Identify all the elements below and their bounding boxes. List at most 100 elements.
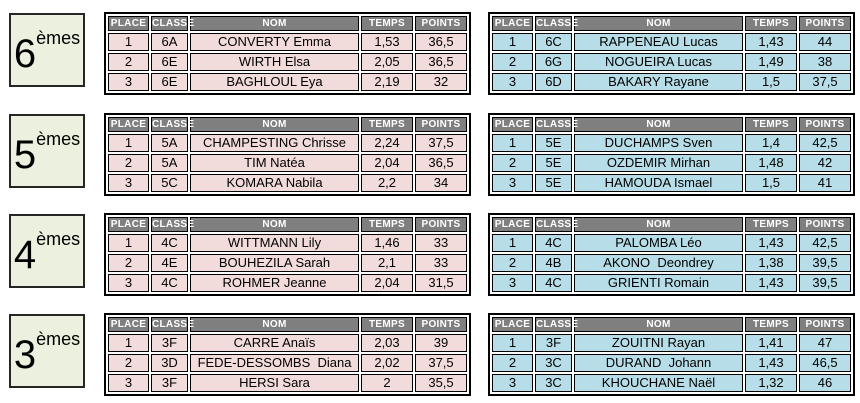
name-cell: OZDEMIR Mirhan <box>574 154 743 172</box>
points-cell: 42,5 <box>799 234 851 252</box>
section-3emes: 3 èmes PLACE CLASSE NOM TEMPS POINTS 1 3F CARRE … <box>0 313 860 396</box>
column-header-place: PLACE <box>108 317 149 332</box>
name-cell: BAKARY Rayane <box>574 73 743 91</box>
column-header-nom: NOM <box>574 217 743 232</box>
table-3emes-left: PLACE CLASSE NOM TEMPS POINTS 1 3F CARRE Anaïs 2… <box>104 313 471 396</box>
points-cell: 44 <box>799 33 851 51</box>
class-cell: 4E <box>151 254 188 272</box>
points-cell: 39,5 <box>799 274 851 292</box>
time-cell: 2,2 <box>361 174 413 192</box>
class-cell: 4C <box>535 234 572 252</box>
column-header-nom: NOM <box>574 317 743 332</box>
table-row: 1 3F CARRE Anaïs 2,03 39 <box>108 334 467 352</box>
column-header-points: POINTS <box>415 16 467 31</box>
table-row: 3 3C KHOUCHANE Naël 1,32 46 <box>492 374 851 392</box>
time-cell: 2,05 <box>361 53 413 71</box>
table-6emes-right: PLACE CLASSE NOM TEMPS POINTS 1 6C RAPPENEAU Lu… <box>488 12 855 95</box>
column-header-place: PLACE <box>492 217 533 232</box>
column-header-points: POINTS <box>799 217 851 232</box>
points-cell: 31,5 <box>415 274 467 292</box>
name-cell: ROHMER Jeanne <box>190 274 359 292</box>
class-cell: 3C <box>535 354 572 372</box>
level-suffix: èmes <box>36 129 81 149</box>
points-cell: 42,5 <box>799 134 851 152</box>
header-row: PLACE CLASSE NOM TEMPS POINTS <box>108 217 467 232</box>
class-cell: 5E <box>535 134 572 152</box>
time-cell: 2,02 <box>361 354 413 372</box>
level-label-6emes: 6 èmes <box>9 13 85 87</box>
points-cell: 33 <box>415 234 467 252</box>
level-suffix: èmes <box>36 329 81 349</box>
column-header-classe: CLASSE <box>535 117 579 132</box>
column-header-temps: TEMPS <box>361 16 413 31</box>
name-cell: RAPPENEAU Lucas <box>574 33 743 51</box>
class-cell: 5E <box>535 154 572 172</box>
name-cell: DURAND Johann <box>574 354 743 372</box>
place-cell: 3 <box>492 374 533 392</box>
time-cell: 1,48 <box>745 154 797 172</box>
table-4emes-left: PLACE CLASSE NOM TEMPS POINTS 1 4C WITTMANN Lil… <box>104 213 471 296</box>
points-cell: 47 <box>799 334 851 352</box>
class-cell: 6D <box>535 73 572 91</box>
place-cell: 1 <box>108 334 149 352</box>
place-cell: 3 <box>108 73 149 91</box>
points-cell: 46,5 <box>799 354 851 372</box>
place-cell: 3 <box>108 174 149 192</box>
points-cell: 37,5 <box>415 134 467 152</box>
level-label-3emes: 3 èmes <box>9 314 85 388</box>
table-5emes-right: PLACE CLASSE NOM TEMPS POINTS 1 5E DUCHAMPS Sve… <box>488 113 855 196</box>
class-cell: 4C <box>151 234 188 252</box>
place-cell: 2 <box>108 53 149 71</box>
column-header-classe: CLASSE <box>535 16 579 31</box>
column-header-points: POINTS <box>799 16 851 31</box>
time-cell: 1,43 <box>745 274 797 292</box>
time-cell: 2 <box>361 374 413 392</box>
name-cell: AKONO Deondrey <box>574 254 743 272</box>
points-cell: 37,5 <box>415 354 467 372</box>
class-cell: 5E <box>535 174 572 192</box>
points-cell: 36,5 <box>415 154 467 172</box>
points-cell: 46 <box>799 374 851 392</box>
place-cell: 2 <box>108 154 149 172</box>
column-header-place: PLACE <box>108 16 149 31</box>
column-header-nom: NOM <box>574 16 743 31</box>
time-cell: 1,43 <box>745 234 797 252</box>
class-cell: 4C <box>151 274 188 292</box>
table-row: 2 3D FEDE-DESSOMBS Diana 2,02 37,5 <box>108 354 467 372</box>
table-row: 3 6E BAGHLOUL Eya 2,19 32 <box>108 73 467 91</box>
table-row: 1 6C RAPPENEAU Lucas 1,43 44 <box>492 33 851 51</box>
column-header-points: POINTS <box>415 317 467 332</box>
table-row: 3 5C KOMARA Nabila 2,2 34 <box>108 174 467 192</box>
class-cell: 6C <box>535 33 572 51</box>
table-3emes-right: PLACE CLASSE NOM TEMPS POINTS 1 3F ZOUITNI Raya… <box>488 313 855 396</box>
table-row: 3 4C GRIENTI Romain 1,43 39,5 <box>492 274 851 292</box>
table-row: 2 5A TIM Natéa 2,04 36,5 <box>108 154 467 172</box>
time-cell: 1,49 <box>745 53 797 71</box>
table-5emes-left: PLACE CLASSE NOM TEMPS POINTS 1 5A CHAMPESTING … <box>104 113 471 196</box>
level-number: 3 <box>13 333 37 377</box>
header-row: PLACE CLASSE NOM TEMPS POINTS <box>492 217 851 232</box>
table-row: 3 3F HERSI Sara 2 35,5 <box>108 374 467 392</box>
column-header-points: POINTS <box>415 117 467 132</box>
time-cell: 1,46 <box>361 234 413 252</box>
name-cell: KOMARA Nabila <box>190 174 359 192</box>
column-header-nom: NOM <box>574 117 743 132</box>
name-cell: WITTMANN Lily <box>190 234 359 252</box>
place-cell: 2 <box>492 53 533 71</box>
column-header-place: PLACE <box>492 117 533 132</box>
header-row: PLACE CLASSE NOM TEMPS POINTS <box>108 117 467 132</box>
time-cell: 2,03 <box>361 334 413 352</box>
name-cell: WIRTH Elsa <box>190 53 359 71</box>
column-header-place: PLACE <box>492 16 533 31</box>
class-cell: 5A <box>151 154 188 172</box>
time-cell: 2,24 <box>361 134 413 152</box>
column-header-temps: TEMPS <box>361 117 413 132</box>
name-cell: KHOUCHANE Naël <box>574 374 743 392</box>
points-cell: 39 <box>415 334 467 352</box>
time-cell: 1,43 <box>745 354 797 372</box>
place-cell: 1 <box>492 334 533 352</box>
place-cell: 3 <box>108 274 149 292</box>
time-cell: 1,5 <box>745 174 797 192</box>
table-row: 2 6G NOGUEIRA Lucas 1,49 38 <box>492 53 851 71</box>
